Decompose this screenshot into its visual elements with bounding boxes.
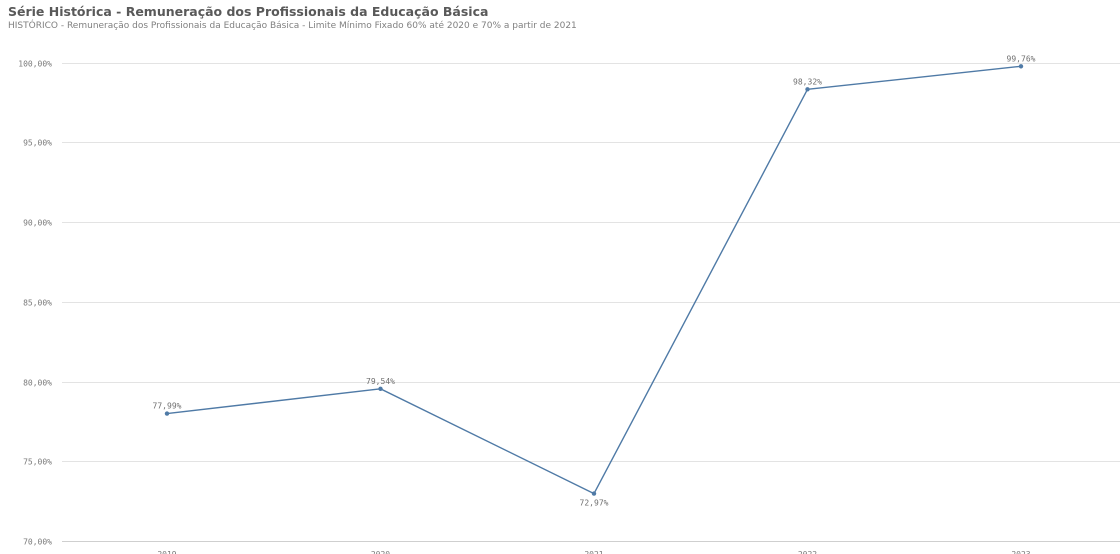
chart-title: Série Histórica - Remuneração dos Profis… xyxy=(8,4,489,19)
y-tick-label: 100,00% xyxy=(18,60,52,69)
x-tick-label: 2019 xyxy=(157,550,176,554)
y-tick-label: 80,00% xyxy=(23,379,52,388)
data-label: 99,76% xyxy=(1007,54,1036,63)
series-layer xyxy=(164,64,1024,496)
x-tick-label: 2021 xyxy=(584,550,603,554)
y-tick-label: 85,00% xyxy=(23,299,52,308)
data-label: 98,32% xyxy=(793,77,822,86)
data-label: 72,97% xyxy=(580,499,609,508)
x-axis-ticks: 2019 2020 2021 2022 2023 xyxy=(157,550,1030,554)
y-tick-label: 70,00% xyxy=(23,538,52,547)
data-point xyxy=(1018,64,1024,69)
series-line xyxy=(166,65,1022,495)
data-point xyxy=(805,87,810,92)
x-tick-label: 2020 xyxy=(371,550,390,554)
data-point xyxy=(378,386,383,391)
x-tick-label: 2023 xyxy=(1011,550,1030,554)
grid-lines xyxy=(62,63,1120,542)
data-label: 79,54% xyxy=(366,377,395,386)
chart-subtitle: HISTÓRICO - Remuneração dos Profissionai… xyxy=(8,21,577,31)
data-label: 77,99% xyxy=(153,402,182,411)
chart-header: Série Histórica - Remuneração dos Profis… xyxy=(8,4,1112,32)
data-point xyxy=(164,411,170,416)
data-labels: 77,99% 79,54% 72,97% 98,32% 99,76% xyxy=(153,54,1036,507)
data-point xyxy=(591,491,597,496)
y-tick-label: 75,00% xyxy=(23,458,52,467)
y-tick-label: 95,00% xyxy=(23,139,52,148)
y-axis-ticks: 70,00% 75,00% 80,00% 85,00% 90,00% 95,00% 100,… xyxy=(18,60,52,547)
y-tick-label: 90,00% xyxy=(23,219,52,228)
x-tick-label: 2022 xyxy=(798,550,817,554)
